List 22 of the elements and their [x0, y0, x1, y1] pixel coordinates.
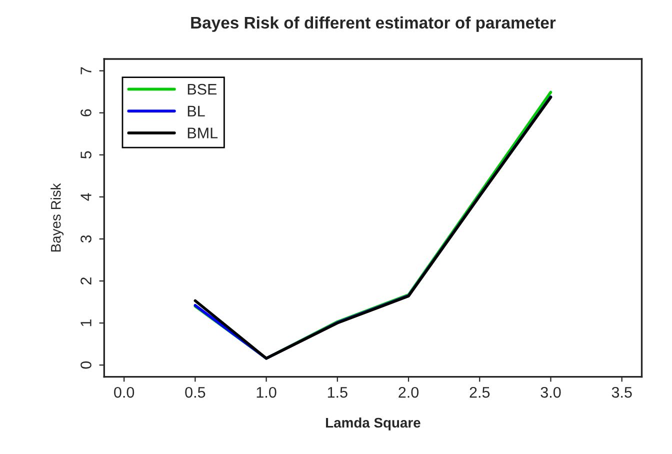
x-tick-label: 3.5: [612, 386, 632, 398]
y-tick-label: 1: [80, 320, 92, 326]
x-tick-label: 0.5: [185, 386, 206, 398]
y-tick-label: 6: [80, 109, 92, 116]
y-tick-label: 5: [80, 151, 92, 158]
x-tick-label: 0.0: [114, 386, 134, 398]
x-tick-label: 2.0: [398, 386, 419, 398]
x-tick-label: 3.0: [540, 386, 561, 398]
legend-label: BSE: [188, 84, 217, 95]
legend-label: BL: [188, 106, 205, 116]
x-tick-label: 1.0: [256, 386, 276, 398]
y-tick-label: 0: [80, 361, 92, 369]
y-tick-label: 7: [80, 67, 92, 74]
y-axis-title: Bayes Risk: [50, 183, 64, 252]
legend-label: BML: [188, 128, 218, 138]
x-axis-title: Lamda Square: [326, 417, 420, 430]
y-tick-label: 4: [80, 193, 92, 201]
x-tick-label: 2.5: [470, 386, 490, 398]
x-tick-label: 1.5: [328, 387, 348, 398]
y-tick-label: 3: [80, 235, 92, 243]
y-tick-label: 2: [80, 277, 92, 284]
chart-title: Bayes Risk of different estimator of parameter: [191, 16, 556, 32]
